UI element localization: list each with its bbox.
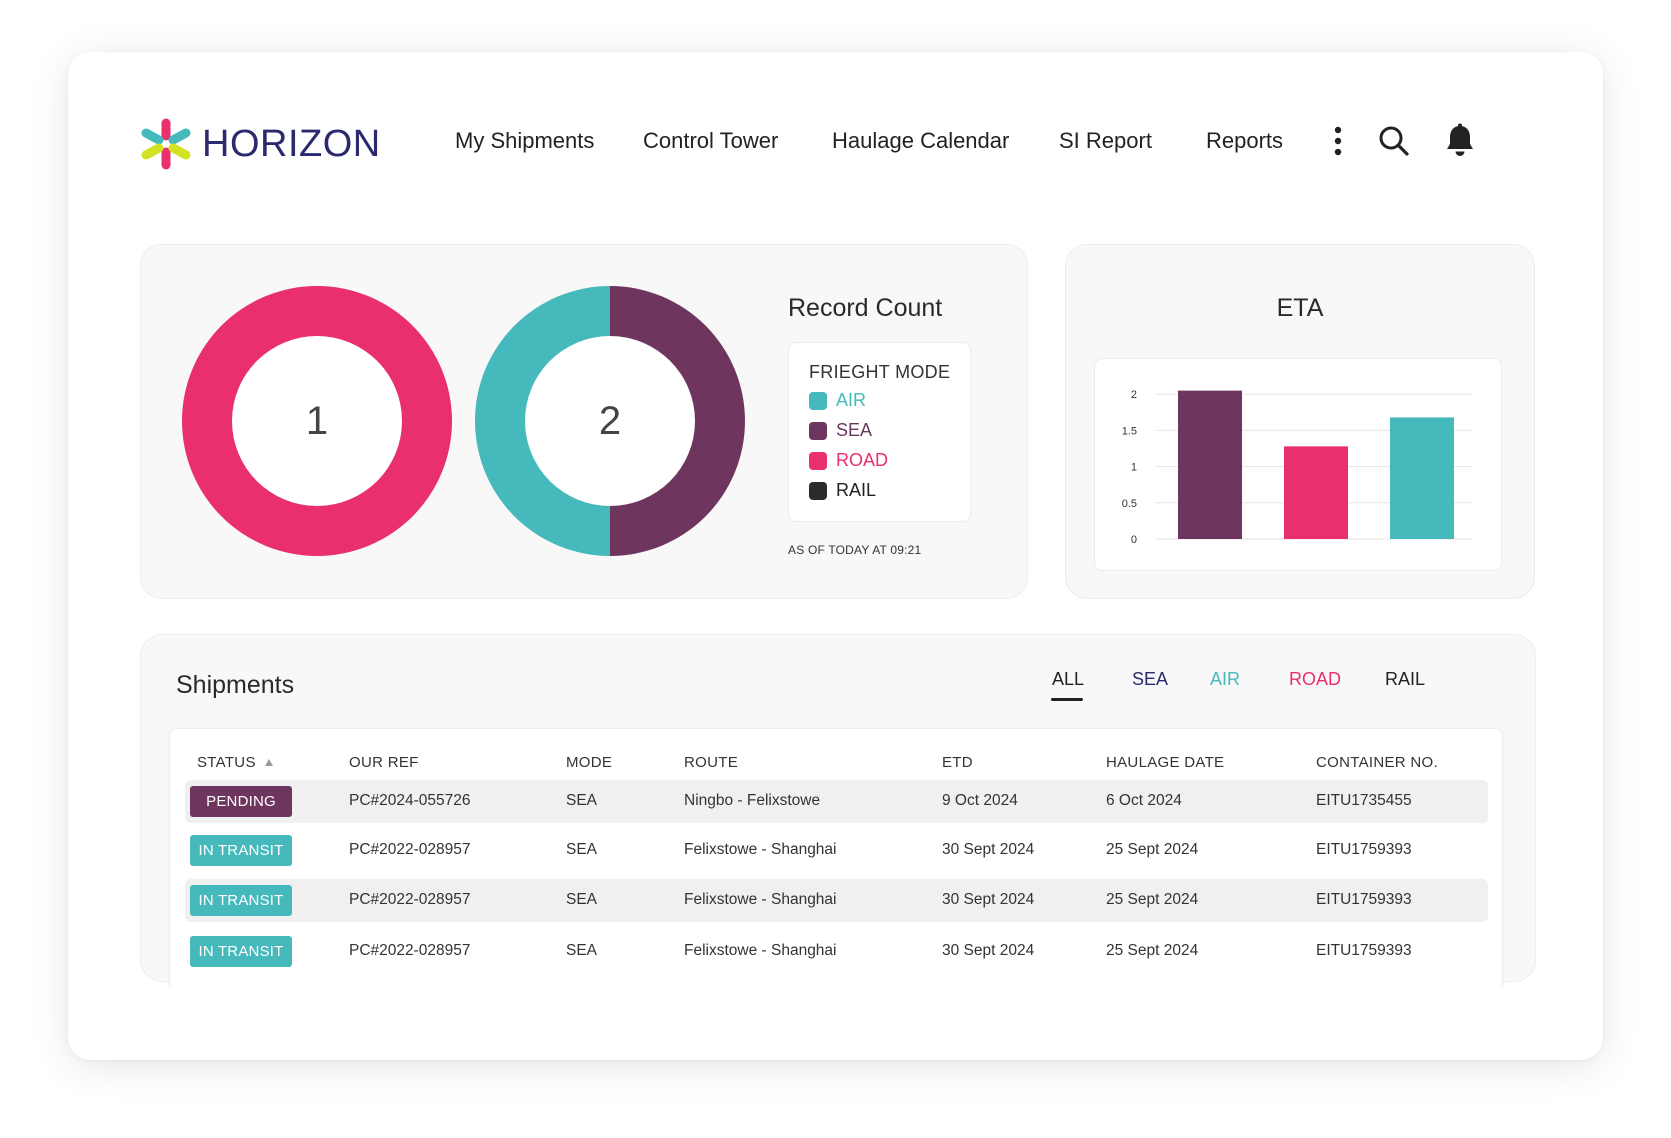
cell-container: EITU1759393: [1316, 942, 1412, 959]
eta-bar-chart: 0 0.5 1 1.5 2: [1122, 389, 1473, 546]
column-header-label: HAULAGE DATE: [1106, 754, 1225, 771]
column-header-label: ETD: [942, 754, 973, 771]
eta-chart-box: 0 0.5 1 1.5 2: [1094, 358, 1502, 571]
column-header-route[interactable]: ROUTE: [684, 754, 738, 771]
legend-label: SEA: [836, 420, 873, 440]
y-tick-label: 1.5: [1122, 425, 1137, 437]
cell-etd: 30 Sept 2024: [942, 942, 1035, 959]
status-badge: IN TRANSIT: [190, 835, 292, 866]
tab-sea[interactable]: SEA: [1132, 669, 1169, 689]
eta-bar-1[interactable]: [1178, 390, 1242, 539]
bell-icon[interactable]: [1444, 122, 1476, 158]
y-tick-label: 2: [1131, 389, 1137, 401]
brand-name: HORIZON: [202, 122, 381, 165]
column-header-label: STATUS: [197, 754, 256, 771]
tab-road[interactable]: ROAD: [1289, 669, 1342, 689]
cell-haulage: 6 Oct 2024: [1106, 792, 1182, 809]
cell-route: Felixstowe - Shanghai: [684, 841, 837, 858]
cell-mode: SEA: [566, 792, 598, 809]
column-header-label: ROUTE: [684, 754, 738, 771]
cell-ref: PC#2022-028957: [349, 942, 471, 959]
main-nav: My Shipments Control Tower Haulage Calen…: [0, 123, 1671, 168]
cell-haulage: 25 Sept 2024: [1106, 891, 1199, 908]
eta-bar-3[interactable]: [1390, 417, 1454, 539]
cell-haulage: 25 Sept 2024: [1106, 841, 1199, 858]
legend-label: ROAD: [836, 450, 889, 470]
legend-title: FRIEGHT MODE: [809, 362, 951, 382]
shipments-title: Shipments: [176, 671, 295, 699]
y-tick-label: 1: [1131, 462, 1137, 474]
donut-chart-road[interactable]: 1: [182, 286, 452, 556]
cell-container: EITU1759393: [1316, 891, 1412, 908]
donut-count: 2: [525, 336, 695, 506]
nav-haulage-calendar[interactable]: Haulage Calendar: [832, 128, 1010, 153]
cell-ref: PC#2024-055726: [349, 792, 471, 809]
table-row[interactable]: [185, 780, 1488, 823]
cell-mode: SEA: [566, 942, 598, 959]
y-tick-label: 0.5: [1122, 498, 1137, 510]
column-header-haulage-date[interactable]: HAULAGE DATE: [1106, 754, 1224, 771]
active-tab-indicator: [1051, 698, 1083, 701]
shipments-table: [169, 728, 1503, 988]
eta-title: ETA: [1276, 294, 1324, 322]
tab-rail[interactable]: RAIL: [1385, 669, 1426, 689]
cell-route: Felixstowe - Shanghai: [684, 891, 837, 908]
legend-label: RAIL: [836, 480, 877, 500]
column-header-mode[interactable]: MODE: [566, 754, 612, 771]
table-row[interactable]: [185, 879, 1488, 922]
column-header-etd[interactable]: ETD: [942, 754, 973, 771]
cell-mode: SEA: [566, 841, 598, 858]
column-header-label: MODE: [566, 754, 613, 771]
nav-si-report[interactable]: SI Report: [1059, 128, 1152, 153]
cell-route: Felixstowe - Shanghai: [684, 942, 837, 959]
column-header-label: OUR REF: [349, 754, 419, 771]
cell-etd: 30 Sept 2024: [942, 841, 1035, 858]
column-header-container-no[interactable]: CONTAINER NO.: [1316, 754, 1438, 771]
donut-chart-sea-air[interactable]: 2: [475, 286, 745, 556]
more-vertical-icon[interactable]: [1328, 124, 1348, 158]
cell-haulage: 25 Sept 2024: [1106, 942, 1199, 959]
sort-up-icon[interactable]: [264, 759, 273, 766]
cell-container: EITU1759393: [1316, 841, 1412, 858]
tab-all[interactable]: ALL: [1052, 669, 1085, 689]
cell-etd: 9 Oct 2024: [942, 792, 1018, 809]
cell-ref: PC#2022-028957: [349, 891, 471, 908]
nav-my-shipments[interactable]: My Shipments: [455, 128, 595, 153]
y-tick-label: 0: [1131, 534, 1137, 546]
column-header-label: CONTAINER NO.: [1316, 754, 1438, 771]
horizon-logo-icon: [141, 118, 191, 170]
search-icon[interactable]: [1377, 124, 1411, 158]
legend-swatch: [809, 481, 827, 500]
legend-swatch: [809, 391, 827, 410]
column-header-our-ref[interactable]: OUR REF: [349, 754, 419, 771]
status-badge: IN TRANSIT: [190, 885, 292, 916]
cell-container: EITU1735455: [1316, 792, 1412, 809]
cell-route: Ningbo - Felixstowe: [684, 792, 821, 809]
legend-item-rail[interactable]: RAIL: [809, 480, 876, 501]
legend-label: AIR: [836, 390, 867, 410]
as-of-timestamp: AS OF TODAY AT 09:21: [788, 543, 922, 557]
tab-air[interactable]: AIR: [1210, 669, 1241, 689]
cell-mode: SEA: [566, 891, 598, 908]
status-badge: PENDING: [190, 786, 292, 817]
legend-item-air[interactable]: AIR: [809, 390, 866, 411]
cell-ref: PC#2022-028957: [349, 841, 471, 858]
legend-swatch: [809, 451, 827, 470]
eta-bar-2[interactable]: [1284, 446, 1348, 539]
donut-count: 1: [232, 336, 402, 506]
status-badge: IN TRANSIT: [190, 936, 292, 967]
nav-reports[interactable]: Reports: [1206, 128, 1284, 153]
cell-etd: 30 Sept 2024: [942, 891, 1035, 908]
legend-item-sea[interactable]: SEA: [809, 420, 872, 441]
record-count-title: Record Count: [788, 294, 943, 322]
legend-swatch: [809, 421, 827, 440]
brand-logo[interactable]: HORIZON: [140, 116, 381, 172]
legend-item-road[interactable]: ROAD: [809, 450, 888, 471]
nav-control-tower[interactable]: Control Tower: [643, 128, 779, 153]
column-header-status[interactable]: STATUS: [197, 754, 273, 771]
